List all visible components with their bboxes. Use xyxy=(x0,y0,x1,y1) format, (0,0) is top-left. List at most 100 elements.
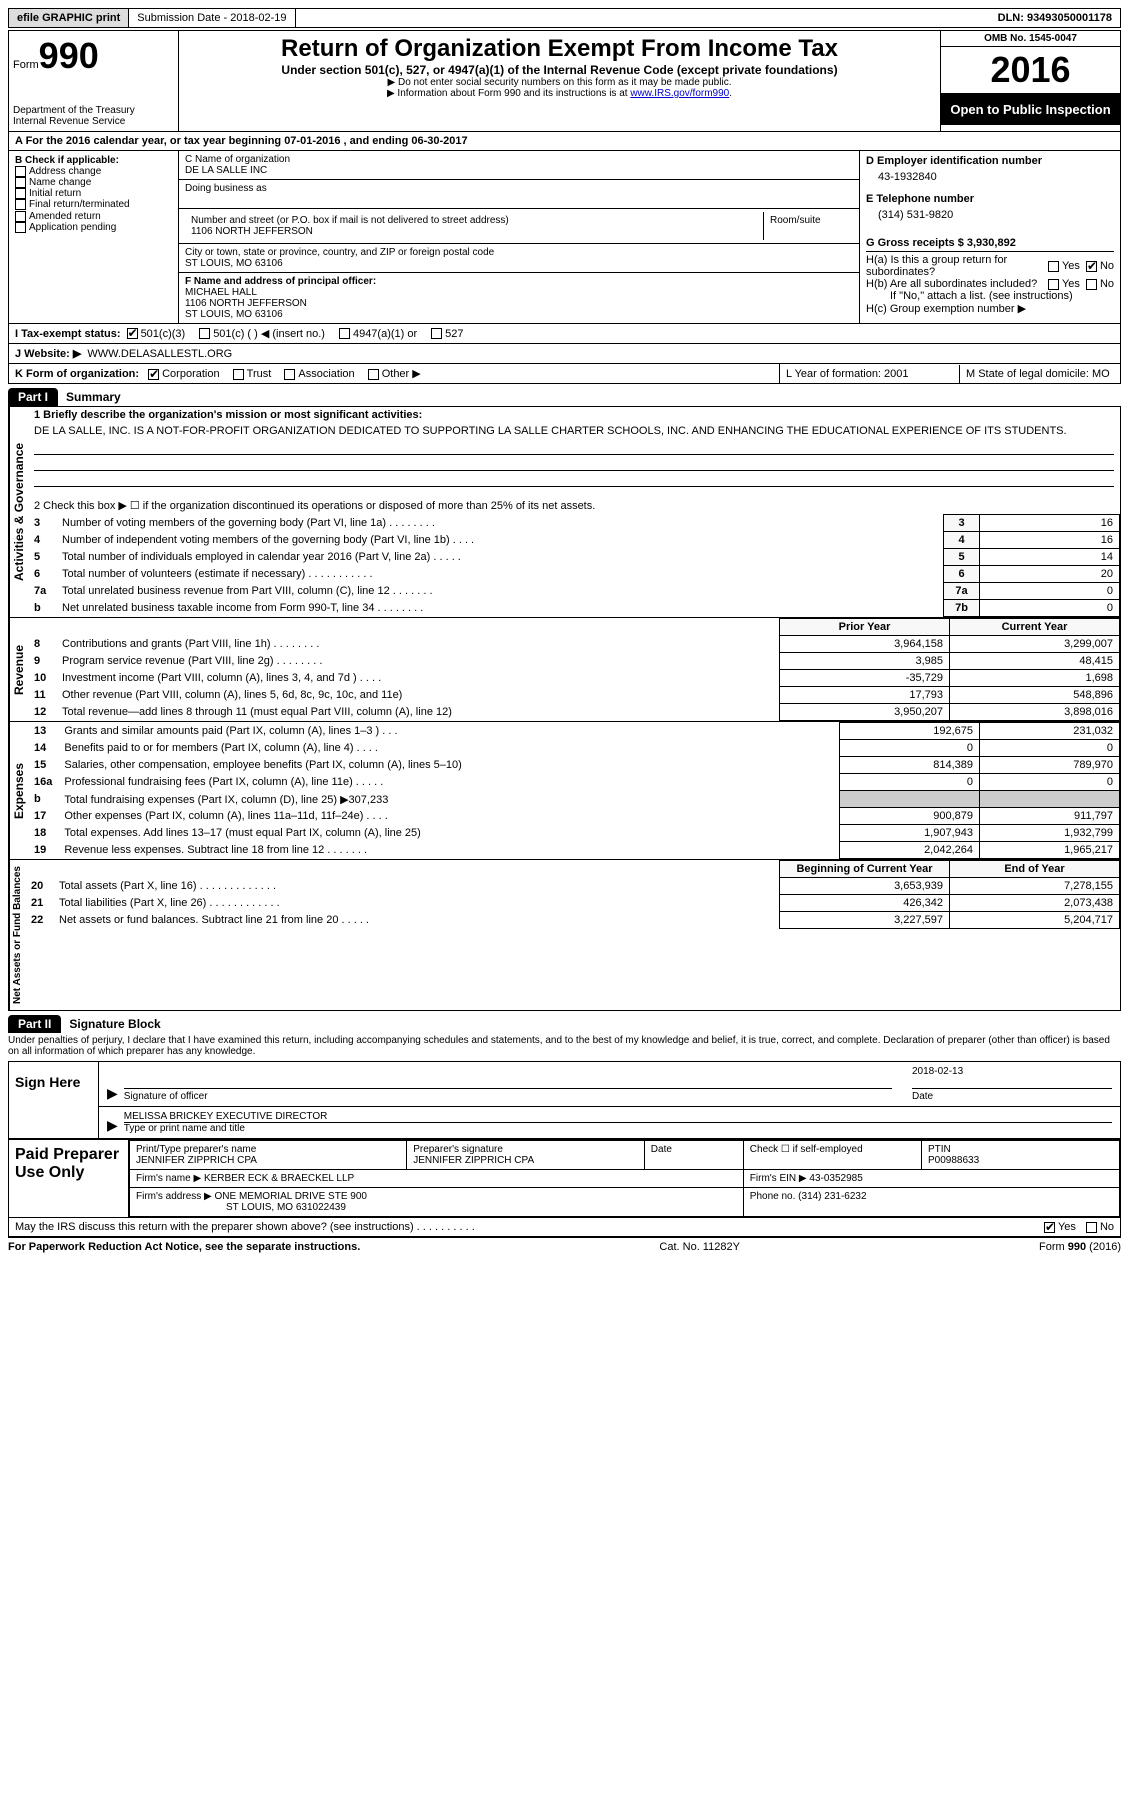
arrow-icon: ▶ xyxy=(107,1117,118,1134)
part1-revenue: Revenue Prior YearCurrent Year8Contribut… xyxy=(8,618,1121,722)
note-ssn: ▶ Do not enter social security numbers o… xyxy=(187,77,932,88)
ptin-label: PTIN xyxy=(928,1144,1113,1155)
efile-print-button[interactable]: efile GRAPHIC print xyxy=(9,9,129,27)
lbl-no2: No xyxy=(1100,278,1114,290)
cb-501c3[interactable] xyxy=(127,328,138,339)
firm-city-value: ST LOUIS, MO 631022439 xyxy=(136,1202,346,1213)
org-info-box: B Check if applicable: Address change Na… xyxy=(8,151,1121,324)
part2-tab: Part II xyxy=(8,1015,61,1033)
cb-527[interactable] xyxy=(431,328,442,339)
hb-note: If "No," attach a list. (see instruction… xyxy=(866,290,1114,302)
discuss-text: May the IRS discuss this return with the… xyxy=(15,1221,1044,1233)
lines-20-22: Beginning of Current YearEnd of Year20To… xyxy=(25,860,1120,929)
lbl-discuss-yes: Yes xyxy=(1058,1221,1076,1233)
row-a-tax-year: A For the 2016 calendar year, or tax yea… xyxy=(8,132,1121,151)
cb-address-change[interactable] xyxy=(15,166,26,177)
tel-value: (314) 531-9820 xyxy=(866,205,1114,231)
tax-year: 2016 xyxy=(941,47,1120,94)
sig-date-label: Date xyxy=(912,1091,1112,1102)
footer: For Paperwork Reduction Act Notice, see … xyxy=(8,1237,1121,1256)
vtab-netassets: Net Assets or Fund Balances xyxy=(9,860,25,1010)
cb-corp[interactable] xyxy=(148,369,159,380)
lines-3-7: 3Number of voting members of the governi… xyxy=(28,514,1120,617)
cb-hb-no[interactable] xyxy=(1086,279,1097,290)
room-suite-label: Room/suite xyxy=(763,212,853,240)
firm-phone-label: Phone no. xyxy=(750,1191,796,1202)
prep-name-label: Print/Type preparer's name xyxy=(136,1144,400,1155)
lbl-trust: Trust xyxy=(247,368,272,380)
prep-sig-value: JENNIFER ZIPPRICH CPA xyxy=(413,1155,638,1166)
lbl-yes2: Yes xyxy=(1062,278,1080,290)
hc-label: H(c) Group exemption number ▶ xyxy=(866,302,1114,315)
street-value: 1106 NORTH JEFFERSON xyxy=(191,226,757,237)
org-name-label: C Name of organization xyxy=(185,154,853,165)
sig-type-label: Type or print name and title xyxy=(124,1123,1112,1134)
lines-13-19: 13Grants and similar amounts paid (Part … xyxy=(28,722,1120,859)
sig-name-value: MELISSA BRICKEY EXECUTIVE DIRECTOR xyxy=(124,1111,1112,1123)
declaration-text: Under penalties of perjury, I declare th… xyxy=(8,1033,1121,1059)
line2-checkbox: 2 Check this box ▶ ☐ if the organization… xyxy=(28,497,1120,514)
cb-other[interactable] xyxy=(368,369,379,380)
part2-title: Signature Block xyxy=(61,1017,160,1031)
lbl-initial-return: Initial return xyxy=(29,188,81,199)
lbl-app-pending: Application pending xyxy=(29,222,116,233)
part1-tab: Part I xyxy=(8,388,58,406)
col-b-checkboxes: B Check if applicable: Address change Na… xyxy=(9,151,179,323)
cb-ha-yes[interactable] xyxy=(1048,261,1059,272)
cb-501c[interactable] xyxy=(199,328,210,339)
col-d-right: D Employer identification number 43-1932… xyxy=(860,151,1120,323)
form-subtitle: Under section 501(c), 527, or 4947(a)(1)… xyxy=(187,63,932,77)
ein-label: D Employer identification number xyxy=(866,155,1114,167)
prep-name-value: JENNIFER ZIPPRICH CPA xyxy=(136,1155,400,1166)
cb-name-change[interactable] xyxy=(15,177,26,188)
form-number: Form990 xyxy=(13,35,174,77)
cb-trust[interactable] xyxy=(233,369,244,380)
cb-final-return[interactable] xyxy=(15,199,26,210)
lbl-501c: 501(c) ( ) ◀ (insert no.) xyxy=(213,327,325,340)
line1-label: 1 Briefly describe the organization's mi… xyxy=(28,407,1120,423)
cb-4947[interactable] xyxy=(339,328,350,339)
irs-label: Internal Revenue Service xyxy=(13,116,174,127)
firm-addr-label: Firm's address ▶ xyxy=(136,1191,212,1202)
row-i-tax-status: I Tax-exempt status: 501(c)(3) 501(c) ( … xyxy=(8,324,1121,344)
lbl-527: 527 xyxy=(445,328,463,340)
note-info-pre: ▶ Information about Form 990 and its ins… xyxy=(387,88,630,99)
cb-initial-return[interactable] xyxy=(15,188,26,199)
website-value: WWW.DELASALLESTL.ORG xyxy=(87,348,232,360)
lbl-yes: Yes xyxy=(1062,260,1080,272)
state-domicile: M State of legal domicile: MO xyxy=(960,365,1120,383)
dba-label: Doing business as xyxy=(185,183,853,194)
top-bar: efile GRAPHIC print Submission Date - 20… xyxy=(8,8,1121,28)
dln: DLN: 93493050001178 xyxy=(990,9,1120,27)
form-title: Return of Organization Exempt From Incom… xyxy=(187,35,932,63)
lbl-other: Other ▶ xyxy=(382,368,421,380)
officer-addr1: 1106 NORTH JEFFERSON xyxy=(185,298,853,309)
hb-label: H(b) Are all subordinates included? xyxy=(866,278,1048,290)
cb-ha-no[interactable] xyxy=(1086,261,1097,272)
cb-amended[interactable] xyxy=(15,211,26,222)
lbl-assoc: Association xyxy=(298,368,354,380)
part2-header: Part II Signature Block xyxy=(8,1015,1121,1033)
cb-discuss-no[interactable] xyxy=(1086,1222,1097,1233)
sign-here-box: Sign Here ▶ Signature of officer 2018-02… xyxy=(8,1061,1121,1139)
irs-link[interactable]: www.IRS.gov/form990 xyxy=(630,88,729,99)
vtab-revenue: Revenue xyxy=(9,618,28,721)
part1-expenses: Expenses 13Grants and similar amounts pa… xyxy=(8,722,1121,860)
footer-mid: Cat. No. 11282Y xyxy=(659,1241,740,1253)
cb-app-pending[interactable] xyxy=(15,222,26,233)
form-header: Form990 Department of the Treasury Inter… xyxy=(8,30,1121,132)
submission-date: Submission Date - 2018-02-19 xyxy=(129,9,295,27)
lbl-4947: 4947(a)(1) or xyxy=(353,328,417,340)
col-c-org: C Name of organization DE LA SALLE INC D… xyxy=(179,151,860,323)
row-i-label: I Tax-exempt status: xyxy=(15,328,121,340)
lbl-amended: Amended return xyxy=(29,211,101,222)
officer-label: F Name and address of principal officer: xyxy=(185,276,853,287)
paid-preparer-box: Paid Preparer Use Only Print/Type prepar… xyxy=(8,1139,1121,1218)
firm-ein-label: Firm's EIN ▶ xyxy=(750,1173,807,1184)
firm-addr-value: ONE MEMORIAL DRIVE STE 900 xyxy=(215,1191,367,1202)
cb-discuss-yes[interactable] xyxy=(1044,1222,1055,1233)
cb-assoc[interactable] xyxy=(284,369,295,380)
row-j-website: J Website: ▶ WWW.DELASALLESTL.ORG xyxy=(8,344,1121,364)
cb-hb-yes[interactable] xyxy=(1048,279,1059,290)
lbl-discuss-no: No xyxy=(1100,1221,1114,1233)
